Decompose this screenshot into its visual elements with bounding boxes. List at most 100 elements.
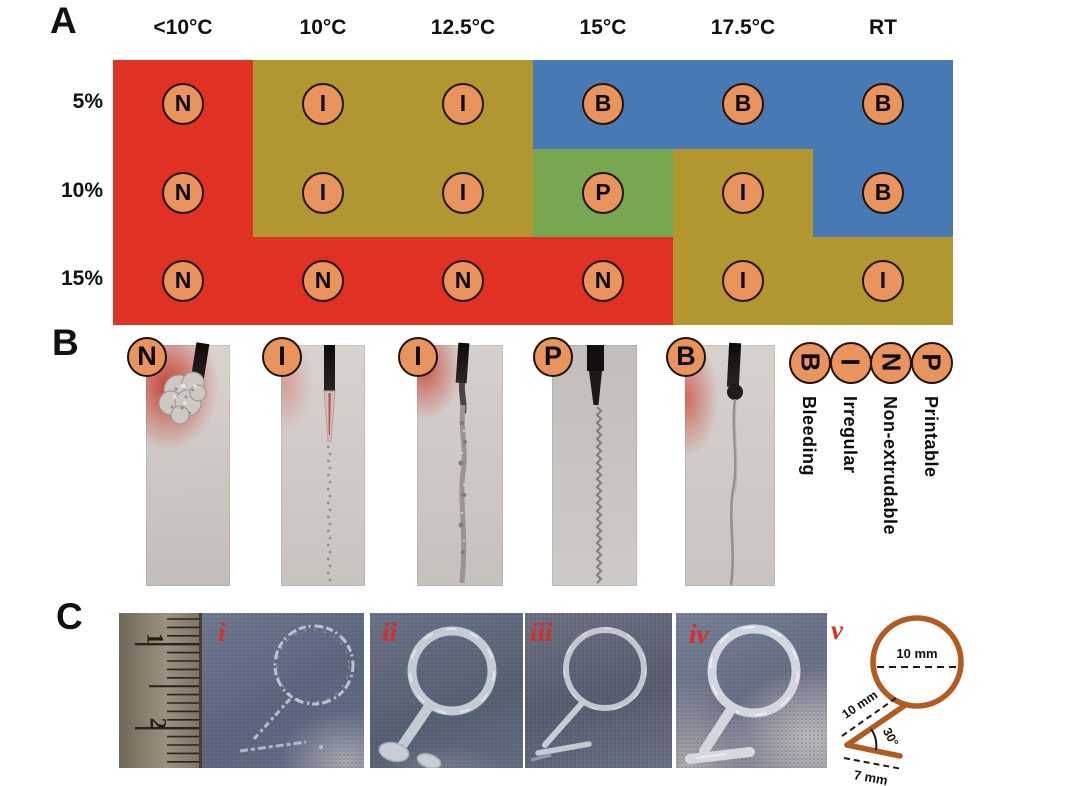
legend-label: Irregular — [840, 396, 860, 474]
legend-label: Non-extrudable — [880, 396, 900, 536]
printed-shape-i: i — [202, 613, 364, 768]
row-header-concentration: 5% — [72, 90, 103, 113]
print-label-iii: iii — [530, 617, 553, 647]
category-badge: I — [722, 260, 764, 302]
category-badge: N — [302, 260, 344, 302]
loop-base — [239, 740, 307, 753]
bleeding-stream-art — [727, 384, 743, 586]
loop-ring — [707, 624, 801, 718]
tail-blob — [378, 741, 410, 763]
stream-body — [459, 404, 467, 584]
base-dimension: 7 mm — [853, 767, 889, 786]
print-label-ii: ii — [382, 617, 398, 647]
panel-b-label: B — [52, 322, 79, 363]
ruler-number-1: 1 — [142, 632, 168, 645]
category-badge: N — [442, 260, 484, 302]
badge-letter: B — [676, 341, 696, 371]
printed-shape-iii: iii — [525, 613, 672, 768]
category-badge: B — [862, 172, 904, 214]
photo-badge: I — [398, 337, 438, 377]
panel-a-label: A — [50, 0, 77, 41]
printed-loop-art — [378, 626, 497, 768]
dripping-stream-art — [323, 390, 336, 582]
ruler-photo: 1 2 — [119, 613, 202, 768]
photo-irregular-1: I — [262, 337, 365, 586]
category-badge: N — [582, 260, 624, 302]
loop-tail — [252, 697, 292, 741]
category-badge: B — [582, 83, 624, 125]
tail-dashed-line — [841, 697, 897, 737]
loop-ring — [407, 626, 497, 716]
photo-badge: N — [127, 337, 167, 377]
loop-ring-glint — [709, 626, 799, 716]
diffuse-stream-halo — [734, 404, 738, 494]
category-badge: N — [162, 172, 204, 214]
diffuse-stream — [729, 398, 737, 586]
loop-ring-glint — [563, 627, 647, 711]
category-badge: I — [442, 83, 484, 125]
tick-marks — [135, 618, 199, 763]
coiled-filament — [595, 406, 603, 584]
photo-irregular-2: I — [398, 337, 503, 586]
print-label-i: i — [218, 617, 226, 647]
printed-shape-ii: ii — [370, 613, 523, 768]
category-badge: N — [162, 260, 204, 302]
photo-badge: I — [262, 337, 302, 377]
legend-label: Bleeding — [799, 396, 819, 477]
angle-arc — [870, 728, 878, 751]
legend-badge-B: B — [789, 342, 831, 384]
column-header-temperature: 17.5°C — [710, 16, 776, 39]
stray-dot — [319, 745, 323, 749]
printed-loop-art — [685, 624, 801, 764]
tail-dimension: 10 mm — [840, 688, 880, 722]
photo-bleeding: B — [666, 337, 775, 586]
loop-ring-glint — [409, 628, 495, 714]
legend-badge-P: P — [911, 342, 953, 384]
stream-clumps — [458, 420, 468, 554]
stream-red-core — [328, 393, 331, 435]
printed-loop-art — [239, 624, 355, 753]
column-header-temperature: 15°C — [579, 16, 627, 39]
print-label-iv: iv — [689, 619, 709, 649]
badge-letter: I — [278, 341, 286, 371]
row-header-concentration: 15% — [60, 267, 103, 290]
category-badge: N — [162, 83, 204, 125]
loop-tail — [699, 703, 737, 756]
column-header-temperature: 12.5°C — [430, 16, 496, 39]
badge-letter: N — [137, 341, 157, 371]
schematic-base-line — [844, 742, 903, 759]
schematic-circle — [870, 615, 964, 709]
blob-speckles — [170, 387, 195, 415]
photo-printable: P — [533, 337, 637, 586]
photo-badge: P — [533, 337, 573, 377]
column-header-temperature: 10°C — [299, 16, 347, 39]
column-header-temperature: <10°C — [153, 16, 213, 39]
base-dashed-line — [843, 757, 903, 770]
badge-letter: I — [414, 341, 422, 371]
droplet-blob — [416, 753, 442, 768]
category-badge: I — [442, 172, 484, 214]
loop-base — [535, 741, 592, 756]
legend-badge-N: N — [870, 342, 912, 384]
legend-badge-I: I — [830, 342, 872, 384]
angle-dimension: 30° — [880, 725, 901, 748]
loop-tail — [542, 699, 586, 748]
stream-glints — [460, 429, 466, 542]
ruler-edge — [199, 613, 202, 768]
clogged-blob-art — [158, 371, 207, 425]
loop-ring — [273, 624, 355, 706]
category-badge: B — [722, 83, 764, 125]
badge-letter: P — [543, 341, 562, 371]
schematic-tail-line — [844, 703, 907, 748]
irregular-stream-art — [458, 382, 468, 584]
loop-ring — [563, 627, 647, 711]
nozzle-barrel — [587, 345, 604, 371]
ruler-ticks — [135, 613, 202, 768]
row-header-concentration: 10% — [60, 179, 103, 202]
photo-non-extrudable: N — [127, 337, 230, 586]
printed-shape-iv: iv — [676, 613, 827, 768]
